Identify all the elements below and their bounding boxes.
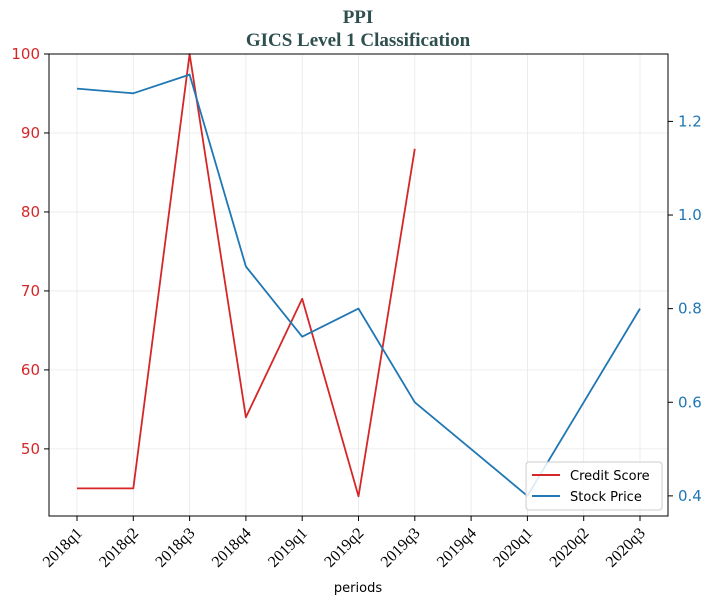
x-tick-label: 2018q3 xyxy=(152,525,198,571)
grid xyxy=(49,53,668,516)
series-line-credit-score xyxy=(77,53,416,498)
right-tick-label: 0.8 xyxy=(678,300,702,318)
left-tick-label: 60 xyxy=(21,361,40,379)
legend-label-credit-score: Credit Score xyxy=(570,469,650,484)
x-axis: 2018q1 2018q2 2018q3 2018q4 2019q1 2019q2 2019… xyxy=(40,516,649,571)
legend-label-stock-price: Stock Price xyxy=(570,490,642,505)
x-tick-label: 2018q2 xyxy=(96,525,142,571)
left-tick-label: 90 xyxy=(21,124,40,142)
left-tick-label: 80 xyxy=(21,203,40,221)
x-axis-label: periods xyxy=(334,581,382,596)
left-tick-label: 50 xyxy=(21,440,40,458)
right-tick-label: 1.0 xyxy=(678,206,702,224)
chart-subtitle: GICS Level 1 Classification xyxy=(246,30,471,51)
chart-title: PPI xyxy=(343,7,374,28)
x-tick-label: 2020q1 xyxy=(490,525,536,571)
legend: Credit Score Stock Price xyxy=(525,461,663,511)
right-tick-label: 0.4 xyxy=(678,487,702,505)
right-tick-label: 1.2 xyxy=(678,112,702,130)
left-tick-label: 100 xyxy=(11,45,40,63)
left-tick-label: 70 xyxy=(21,282,40,300)
x-tick-label: 2019q4 xyxy=(434,525,480,571)
x-tick-label: 2020q2 xyxy=(547,525,593,571)
x-tick-label: 2019q3 xyxy=(378,525,424,571)
right-tick-label: 0.6 xyxy=(678,393,702,411)
x-tick-label: 2019q1 xyxy=(265,525,311,571)
x-tick-label: 2018q1 xyxy=(40,525,86,571)
x-tick-label: 2020q3 xyxy=(603,525,649,571)
x-tick-label: 2018q4 xyxy=(209,525,255,571)
right-axis: 0.4 0.6 0.8 1.0 1.2 xyxy=(668,112,702,505)
left-axis: 50 60 70 80 90 100 xyxy=(11,45,49,458)
x-tick-label: 2019q2 xyxy=(321,525,367,571)
